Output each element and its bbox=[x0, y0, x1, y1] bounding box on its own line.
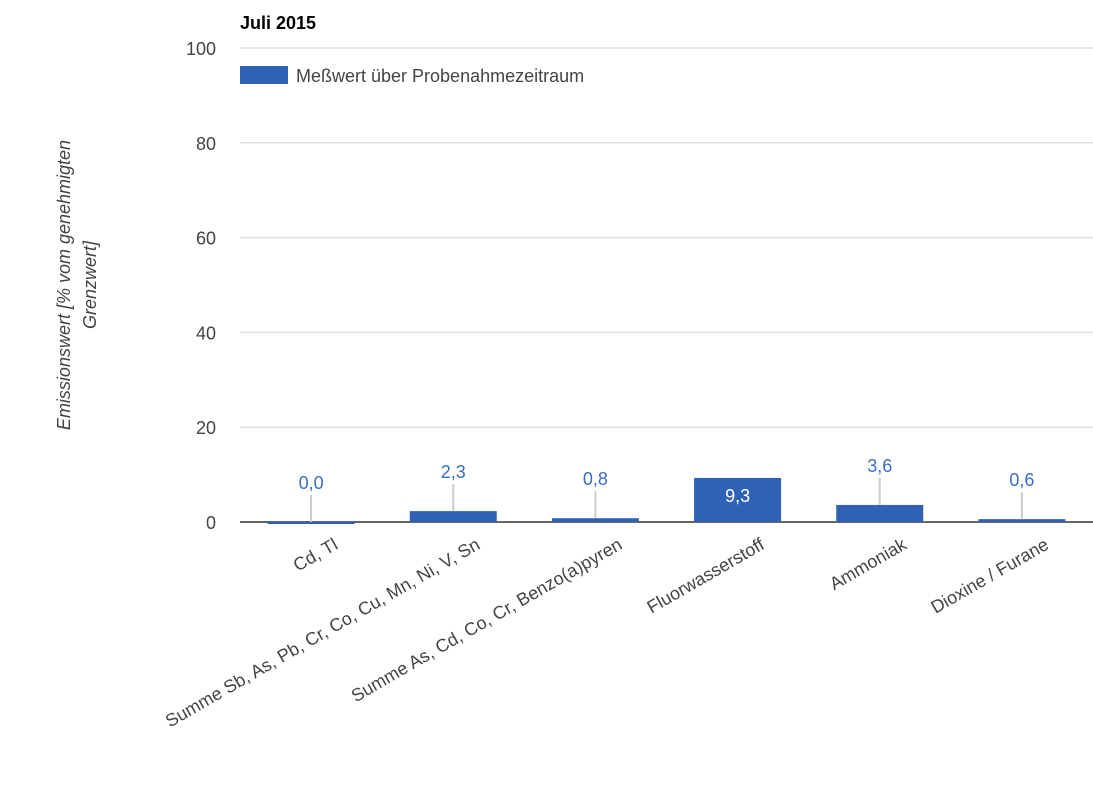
bar bbox=[267, 522, 355, 524]
x-tick-label: Ammoniak bbox=[826, 534, 911, 594]
y-tick-label: 60 bbox=[196, 229, 216, 249]
y-axis-label: Emissionswert [% vom genehmigten bbox=[54, 140, 74, 430]
data-label: 0,8 bbox=[583, 469, 608, 489]
data-label: 0,0 bbox=[299, 473, 324, 493]
y-tick-label: 80 bbox=[196, 134, 216, 154]
y-tick-label: 40 bbox=[196, 323, 216, 343]
chart-title: Juli 2015 bbox=[240, 13, 316, 33]
y-tick-label: 0 bbox=[206, 513, 216, 533]
data-label: 3,6 bbox=[867, 456, 892, 476]
y-axis-label: Grenzwert] bbox=[80, 240, 100, 329]
bar bbox=[694, 477, 782, 522]
bar bbox=[836, 504, 924, 522]
data-label: 0,6 bbox=[1009, 470, 1034, 490]
x-tick-label: Summe Sb, As, Pb, Cr, Co, Cu, Mn, Ni, V,… bbox=[162, 534, 483, 731]
data-label: 2,3 bbox=[441, 462, 466, 482]
data-label: 9,3 bbox=[725, 486, 750, 506]
x-tick-label: Cd, Tl bbox=[290, 534, 341, 575]
bar bbox=[978, 519, 1066, 522]
x-tick-label: Fluorwasserstoff bbox=[644, 534, 769, 618]
x-tick-label: Summe As, Cd, Co, Cr, Benzo(a)pyren bbox=[348, 534, 626, 706]
y-tick-label: 20 bbox=[196, 418, 216, 438]
bar bbox=[409, 511, 497, 522]
legend-swatch bbox=[240, 66, 288, 84]
legend-label: Meßwert über Probenahmezeitraum bbox=[296, 66, 584, 86]
x-tick-label: Dioxine / Furane bbox=[928, 534, 1052, 617]
bar bbox=[551, 518, 639, 522]
y-tick-label: 100 bbox=[186, 39, 216, 59]
